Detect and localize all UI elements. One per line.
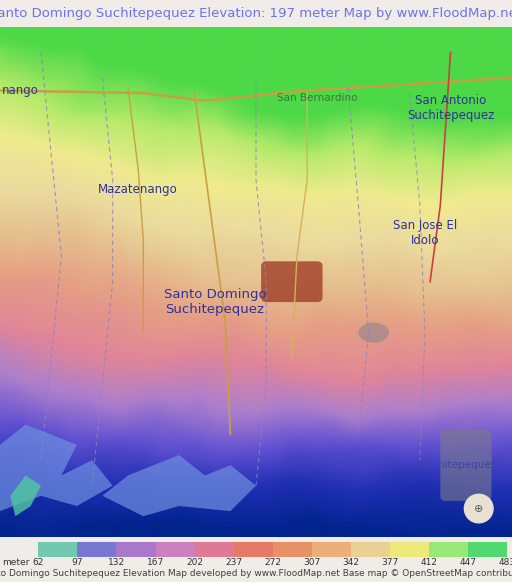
Circle shape — [464, 494, 493, 523]
Bar — [351, 542, 390, 557]
Text: 237: 237 — [225, 558, 242, 567]
Text: Santo Domingo Suchitepequez Elevation Map developed by www.FloodMap.net Base map: Santo Domingo Suchitepequez Elevation Ma… — [0, 569, 512, 579]
Bar — [429, 542, 468, 557]
Text: 307: 307 — [303, 558, 321, 567]
Bar — [312, 542, 351, 557]
Text: 377: 377 — [381, 558, 398, 567]
FancyBboxPatch shape — [440, 430, 492, 501]
Bar — [390, 542, 429, 557]
Text: 167: 167 — [147, 558, 164, 567]
Bar — [468, 542, 507, 557]
Text: 202: 202 — [186, 558, 203, 567]
Polygon shape — [0, 424, 113, 511]
Text: 62: 62 — [33, 558, 44, 567]
Text: ⊕: ⊕ — [474, 503, 483, 513]
Text: 97: 97 — [72, 558, 83, 567]
Text: 483: 483 — [498, 558, 512, 567]
FancyBboxPatch shape — [261, 261, 323, 302]
Text: 132: 132 — [108, 558, 125, 567]
Bar — [116, 542, 156, 557]
Text: Santo Domingo
Suchitepequez: Santo Domingo Suchitepequez — [164, 288, 266, 316]
Text: 272: 272 — [264, 558, 281, 567]
Polygon shape — [10, 475, 41, 516]
Text: San Bernardino: San Bernardino — [277, 93, 358, 103]
Bar — [156, 542, 195, 557]
Text: San Jose El
Idolo: San Jose El Idolo — [393, 219, 457, 247]
Text: Suchitepequez: Suchitepequez — [420, 460, 497, 470]
Text: San Antonio
Suchitepequez: San Antonio Suchitepequez — [407, 94, 494, 122]
Text: 412: 412 — [420, 558, 437, 567]
Bar — [38, 542, 77, 557]
Text: 447: 447 — [459, 558, 476, 567]
Text: 342: 342 — [342, 558, 359, 567]
Bar — [272, 542, 312, 557]
Text: Mazatenango: Mazatenango — [98, 183, 178, 196]
Text: nango: nango — [2, 84, 39, 97]
Bar — [77, 542, 116, 557]
Text: Santo Domingo Suchitepequez Elevation: 197 meter Map by www.FloodMap.net: Santo Domingo Suchitepequez Elevation: 1… — [0, 7, 512, 20]
Bar — [233, 542, 272, 557]
Polygon shape — [102, 455, 256, 516]
Text: meter: meter — [3, 558, 30, 567]
Bar — [195, 542, 233, 557]
Ellipse shape — [358, 322, 389, 343]
